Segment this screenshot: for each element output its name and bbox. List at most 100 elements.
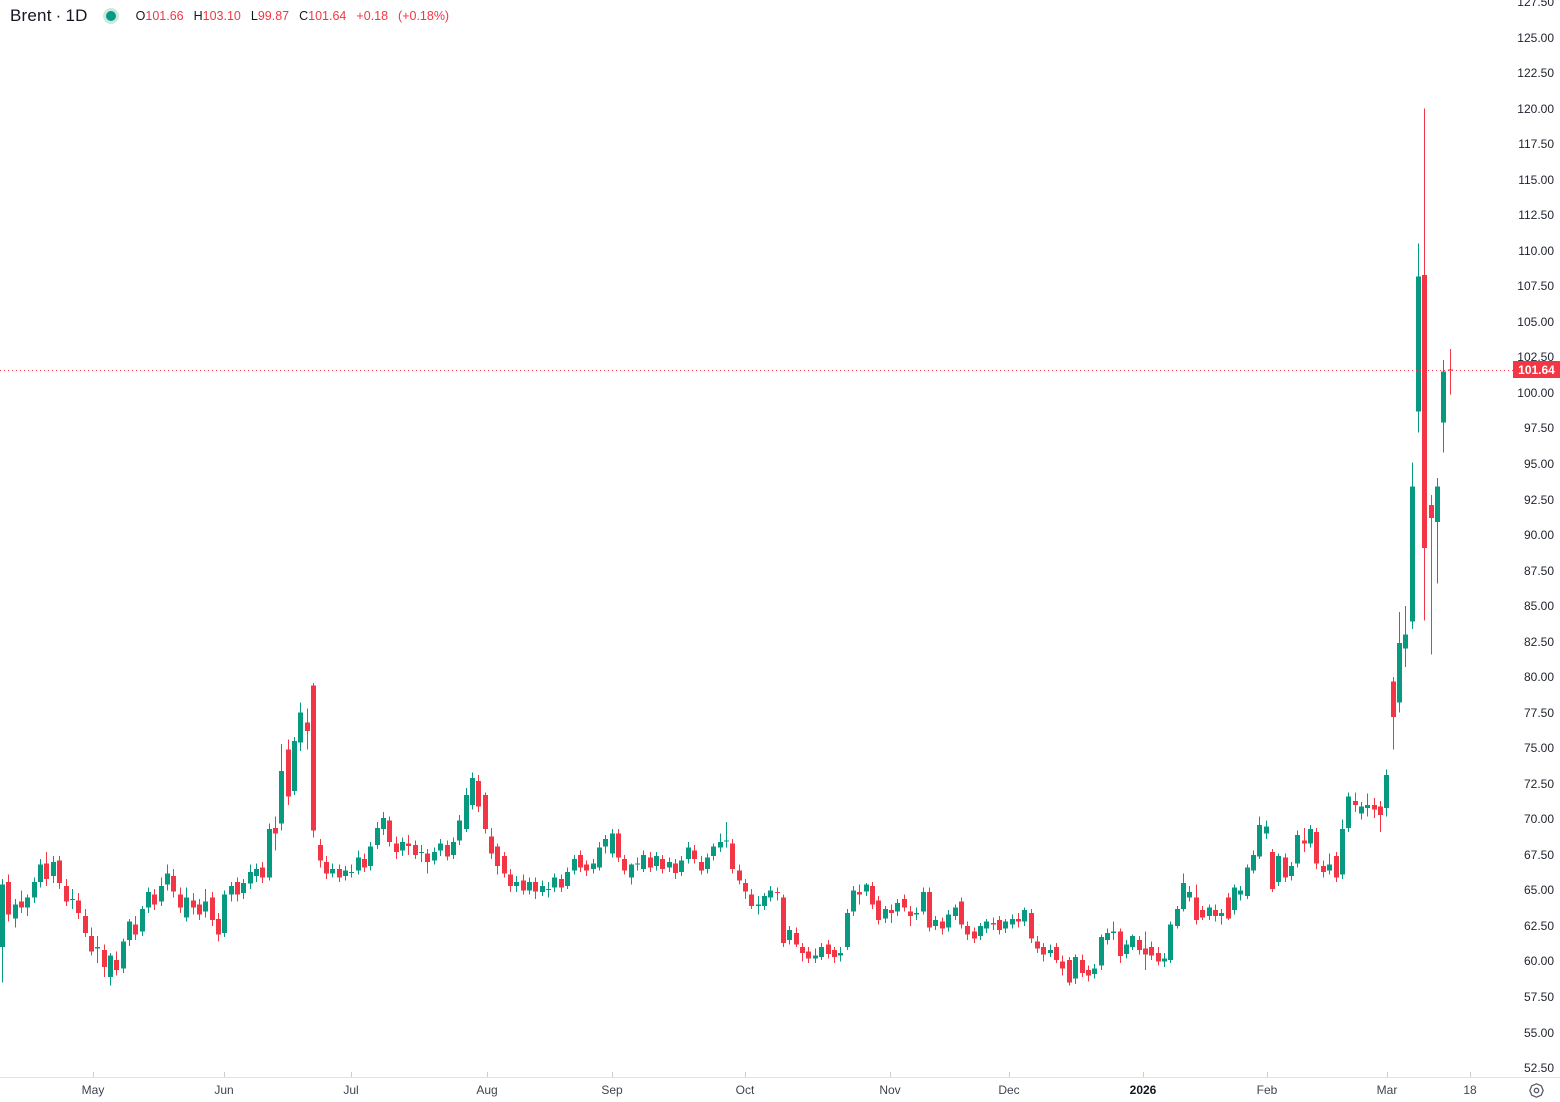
candle [356,850,361,875]
candle [1321,860,1326,878]
candle [432,847,437,865]
candle [673,859,678,879]
time-axis[interactable]: May Jun Jul Aug Sep Oct Nov Dec 2026 Feb Mar 18 [0,1078,1513,1102]
candle [210,891,215,926]
candle [1365,793,1370,817]
candle [95,935,100,963]
candle [44,852,49,887]
price-axis[interactable]: 101.64 127.50 125.00 122.50 120.00 117.50 115… [1513,0,1560,1077]
candle [413,840,418,860]
candle [457,815,462,845]
candle [6,874,11,922]
candle [51,856,56,884]
candle [89,927,94,956]
candle [451,837,456,860]
candle [591,859,596,874]
candle [654,852,659,871]
last-price-label: 101.64 [1513,361,1560,379]
price-tick-label: 75.00 [1523,741,1554,756]
price-tick-label: 122.50 [1517,66,1554,81]
candle [953,904,958,921]
candle [1308,825,1313,848]
candle [0,879,5,983]
candle [343,866,348,881]
candle [978,923,983,941]
candle [749,888,754,909]
time-tick [1143,1072,1144,1077]
candle [991,917,996,931]
candle [927,887,932,932]
candle [260,861,265,884]
time-tick [224,1072,225,1077]
candle [1435,478,1440,584]
candle [13,898,18,928]
candle [921,887,926,915]
candle [76,893,81,919]
candle [235,877,240,902]
candle [1327,853,1332,875]
candle [108,952,113,986]
price-tick-label: 72.50 [1523,776,1554,791]
candle [1092,964,1097,979]
candle [375,822,380,850]
candle [514,876,519,892]
candle [1245,864,1250,899]
candle [610,829,615,858]
change-percent-value: (+0.18%) [398,9,450,23]
candle [1397,611,1402,713]
candle [838,947,843,962]
series-status-dot-icon [105,11,116,21]
candle [140,906,145,936]
candle [1403,606,1408,668]
candle [248,864,253,889]
time-axis-label: Sep [601,1083,623,1097]
candle [1175,906,1180,929]
candle [1060,955,1065,976]
candle [1429,495,1434,655]
candle [387,816,392,847]
high-value: H103.10 [193,9,241,23]
candle [565,867,570,889]
candle [165,864,170,891]
chart-pane[interactable]: Brent · 1D O101.66 H103.10 L99.87 C101.64 … [0,0,1513,1077]
candle [38,859,43,888]
candle [584,860,589,877]
candle [1410,462,1415,629]
time-axis-label: Dec [998,1083,1020,1097]
candle [597,842,602,871]
candle [527,877,532,895]
candle [705,853,710,874]
candle [1022,907,1027,926]
candle [686,842,691,864]
candle [216,913,221,942]
candle [1441,360,1446,453]
candle [870,881,875,909]
price-tick-label: 105.00 [1517,314,1554,329]
candle [857,884,862,905]
candle [222,890,227,938]
candle [603,834,608,854]
candle [629,863,634,885]
symbol-title[interactable]: Brent · 1D [10,6,88,26]
price-tick-label: 90.00 [1523,528,1554,542]
price-tick-label: 80.00 [1523,670,1554,685]
candle [1162,952,1167,968]
candle [692,844,697,864]
candle [1099,934,1104,970]
candle [464,788,469,833]
candle [946,910,951,932]
candle [19,890,24,914]
candle [648,852,653,872]
candle [70,888,75,909]
candle [1124,940,1129,959]
price-tick-label: 120.00 [1517,101,1554,116]
price-tick-label: 85.00 [1523,599,1554,614]
candle [171,869,176,898]
candle [273,816,278,851]
price-tick-label: 87.50 [1523,563,1554,578]
candle [1054,942,1059,963]
candle [203,888,208,918]
candle [965,921,970,941]
price-scale-settings-button[interactable] [1513,1078,1560,1102]
